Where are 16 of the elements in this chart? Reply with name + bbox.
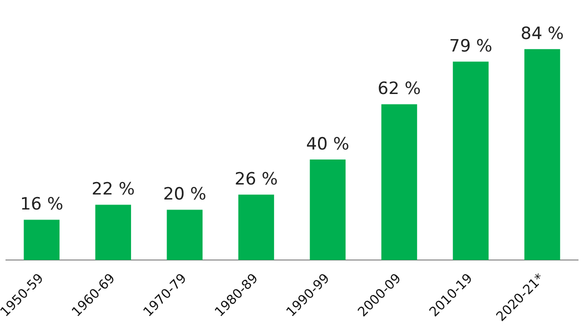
bar: [238, 194, 274, 260]
data-label: 40 %: [306, 134, 350, 154]
bar: [310, 160, 346, 260]
bar: [95, 204, 132, 260]
bar: [381, 104, 418, 260]
data-label: 20 %: [163, 184, 206, 205]
data-label: 26 %: [234, 170, 278, 190]
bar: [524, 49, 560, 260]
bar: [24, 220, 60, 260]
data-label: 79 %: [449, 36, 492, 57]
data-label: 84 %: [520, 24, 564, 44]
data-label: 22 %: [92, 180, 135, 200]
bar: [452, 62, 489, 260]
data-label: 16 %: [20, 194, 64, 215]
data-label: 62 %: [378, 79, 421, 100]
bar: [166, 210, 203, 260]
